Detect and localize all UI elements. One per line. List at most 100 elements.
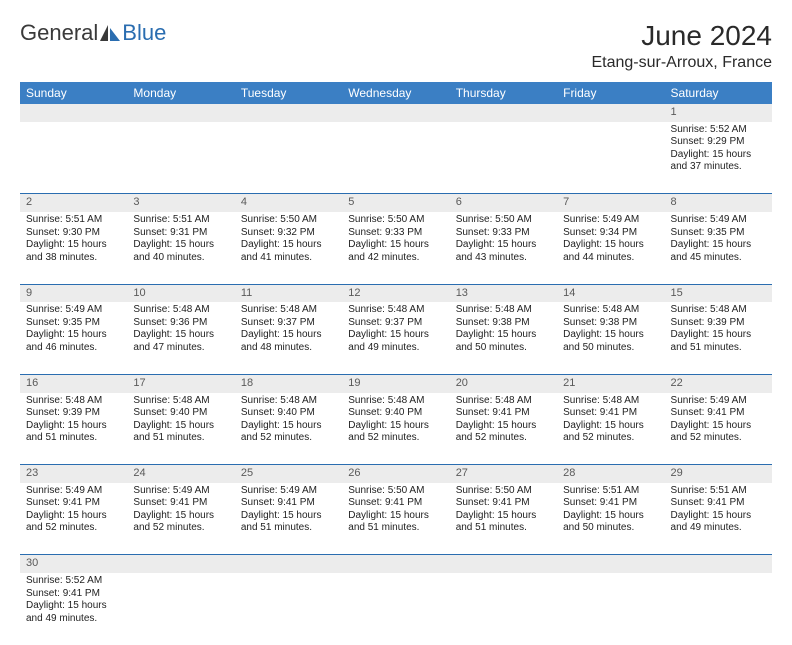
day-detail-line: Sunset: 9:35 PM — [26, 317, 121, 330]
day-detail-line: Daylight: 15 hours — [456, 329, 551, 342]
day-detail-line: Sunset: 9:36 PM — [133, 317, 228, 330]
day-detail-line: and 41 minutes. — [241, 252, 336, 265]
day-number-row: 16171819202122 — [20, 374, 772, 392]
day-detail-line: and 52 minutes. — [456, 432, 551, 445]
logo-sail-icon — [100, 25, 120, 41]
day-number-cell — [557, 104, 664, 122]
day-detail-line: Daylight: 15 hours — [241, 510, 336, 523]
day-detail-line: and 40 minutes. — [133, 252, 228, 265]
day-detail-line: and 49 minutes. — [26, 613, 121, 626]
day-detail-line: and 48 minutes. — [241, 342, 336, 355]
day-detail-line: Sunset: 9:29 PM — [671, 136, 766, 149]
day-detail-line: and 38 minutes. — [26, 252, 121, 265]
day-detail-line: Daylight: 15 hours — [456, 510, 551, 523]
day-detail-cell: Sunrise: 5:50 AMSunset: 9:41 PMDaylight:… — [450, 483, 557, 555]
day-detail-cell — [235, 573, 342, 645]
day-detail-line: Sunset: 9:31 PM — [133, 227, 228, 240]
weekday-header: Wednesday — [342, 82, 449, 104]
location: Etang-sur-Arroux, France — [591, 54, 772, 72]
day-detail-row: Sunrise: 5:51 AMSunset: 9:30 PMDaylight:… — [20, 212, 772, 284]
day-detail-line: Sunrise: 5:48 AM — [456, 395, 551, 408]
day-number-cell: 16 — [20, 374, 127, 392]
day-detail-line: and 50 minutes. — [456, 342, 551, 355]
day-number-cell: 21 — [557, 374, 664, 392]
day-detail-line: Sunset: 9:41 PM — [26, 497, 121, 510]
day-number-cell: 22 — [665, 374, 772, 392]
day-number-cell: 12 — [342, 284, 449, 302]
weekday-header: Tuesday — [235, 82, 342, 104]
day-detail-cell: Sunrise: 5:48 AMSunset: 9:37 PMDaylight:… — [235, 302, 342, 374]
day-detail-line: and 42 minutes. — [348, 252, 443, 265]
day-detail-line: Daylight: 15 hours — [26, 510, 121, 523]
day-detail-cell: Sunrise: 5:49 AMSunset: 9:35 PMDaylight:… — [20, 302, 127, 374]
day-detail-line: Sunset: 9:40 PM — [241, 407, 336, 420]
day-detail-cell: Sunrise: 5:50 AMSunset: 9:33 PMDaylight:… — [450, 212, 557, 284]
day-detail-cell: Sunrise: 5:49 AMSunset: 9:34 PMDaylight:… — [557, 212, 664, 284]
day-detail-line: Daylight: 15 hours — [671, 420, 766, 433]
day-detail-cell: Sunrise: 5:48 AMSunset: 9:40 PMDaylight:… — [127, 393, 234, 465]
day-detail-line: Daylight: 15 hours — [26, 239, 121, 252]
day-detail-line: Daylight: 15 hours — [563, 510, 658, 523]
day-number-cell: 28 — [557, 465, 664, 483]
day-detail-line: and 52 minutes. — [133, 522, 228, 535]
day-detail-line: Daylight: 15 hours — [563, 420, 658, 433]
day-number-cell — [342, 104, 449, 122]
day-number-cell: 17 — [127, 374, 234, 392]
weekday-header: Saturday — [665, 82, 772, 104]
day-detail-cell — [450, 573, 557, 645]
day-detail-line: Sunrise: 5:48 AM — [563, 304, 658, 317]
day-detail-line: and 47 minutes. — [133, 342, 228, 355]
day-number-cell: 11 — [235, 284, 342, 302]
day-detail-line: Sunrise: 5:48 AM — [133, 395, 228, 408]
day-detail-line: Sunrise: 5:49 AM — [671, 214, 766, 227]
day-detail-line: and 49 minutes. — [348, 342, 443, 355]
day-detail-line: Daylight: 15 hours — [456, 420, 551, 433]
day-detail-line: Sunset: 9:40 PM — [133, 407, 228, 420]
day-detail-line: Sunset: 9:41 PM — [241, 497, 336, 510]
day-detail-row: Sunrise: 5:52 AMSunset: 9:41 PMDaylight:… — [20, 573, 772, 645]
weekday-header: Friday — [557, 82, 664, 104]
day-detail-line: Sunset: 9:41 PM — [456, 497, 551, 510]
day-detail-line: Sunrise: 5:49 AM — [26, 485, 121, 498]
day-detail-line: Sunrise: 5:49 AM — [26, 304, 121, 317]
day-number-cell: 4 — [235, 194, 342, 212]
day-number-cell: 13 — [450, 284, 557, 302]
day-detail-line: Sunrise: 5:48 AM — [26, 395, 121, 408]
day-detail-cell: Sunrise: 5:48 AMSunset: 9:40 PMDaylight:… — [342, 393, 449, 465]
day-number-cell: 29 — [665, 465, 772, 483]
day-detail-line: Sunset: 9:35 PM — [671, 227, 766, 240]
day-detail-line: and 44 minutes. — [563, 252, 658, 265]
day-number-cell — [235, 555, 342, 573]
day-detail-line: Sunrise: 5:49 AM — [671, 395, 766, 408]
day-detail-line: Daylight: 15 hours — [26, 600, 121, 613]
day-number-cell: 6 — [450, 194, 557, 212]
day-detail-line: and 51 minutes. — [241, 522, 336, 535]
day-detail-cell — [127, 122, 234, 194]
day-detail-row: Sunrise: 5:52 AMSunset: 9:29 PMDaylight:… — [20, 122, 772, 194]
day-detail-line: and 43 minutes. — [456, 252, 551, 265]
day-number-cell — [20, 104, 127, 122]
day-number-cell — [665, 555, 772, 573]
day-detail-line: Sunset: 9:41 PM — [671, 497, 766, 510]
day-detail-line: Sunset: 9:41 PM — [671, 407, 766, 420]
day-detail-line: Sunset: 9:38 PM — [563, 317, 658, 330]
header: General Blue June 2024 Etang-sur-Arroux,… — [20, 20, 772, 72]
day-detail-line: and 51 minutes. — [26, 432, 121, 445]
day-detail-line: and 51 minutes. — [348, 522, 443, 535]
day-detail-line: Sunset: 9:30 PM — [26, 227, 121, 240]
day-number-cell: 24 — [127, 465, 234, 483]
day-detail-line: Daylight: 15 hours — [26, 329, 121, 342]
day-detail-cell: Sunrise: 5:48 AMSunset: 9:36 PMDaylight:… — [127, 302, 234, 374]
day-number-cell: 10 — [127, 284, 234, 302]
day-detail-line: Sunrise: 5:52 AM — [26, 575, 121, 588]
day-detail-line: Daylight: 15 hours — [348, 510, 443, 523]
day-detail-row: Sunrise: 5:49 AMSunset: 9:41 PMDaylight:… — [20, 483, 772, 555]
day-detail-cell: Sunrise: 5:48 AMSunset: 9:38 PMDaylight:… — [557, 302, 664, 374]
day-detail-line: Sunrise: 5:51 AM — [563, 485, 658, 498]
day-detail-line: Sunrise: 5:48 AM — [671, 304, 766, 317]
day-detail-line: and 52 minutes. — [671, 432, 766, 445]
day-number-cell: 20 — [450, 374, 557, 392]
day-detail-line: Sunrise: 5:51 AM — [671, 485, 766, 498]
day-detail-line: Daylight: 15 hours — [241, 420, 336, 433]
month-title: June 2024 — [591, 20, 772, 52]
